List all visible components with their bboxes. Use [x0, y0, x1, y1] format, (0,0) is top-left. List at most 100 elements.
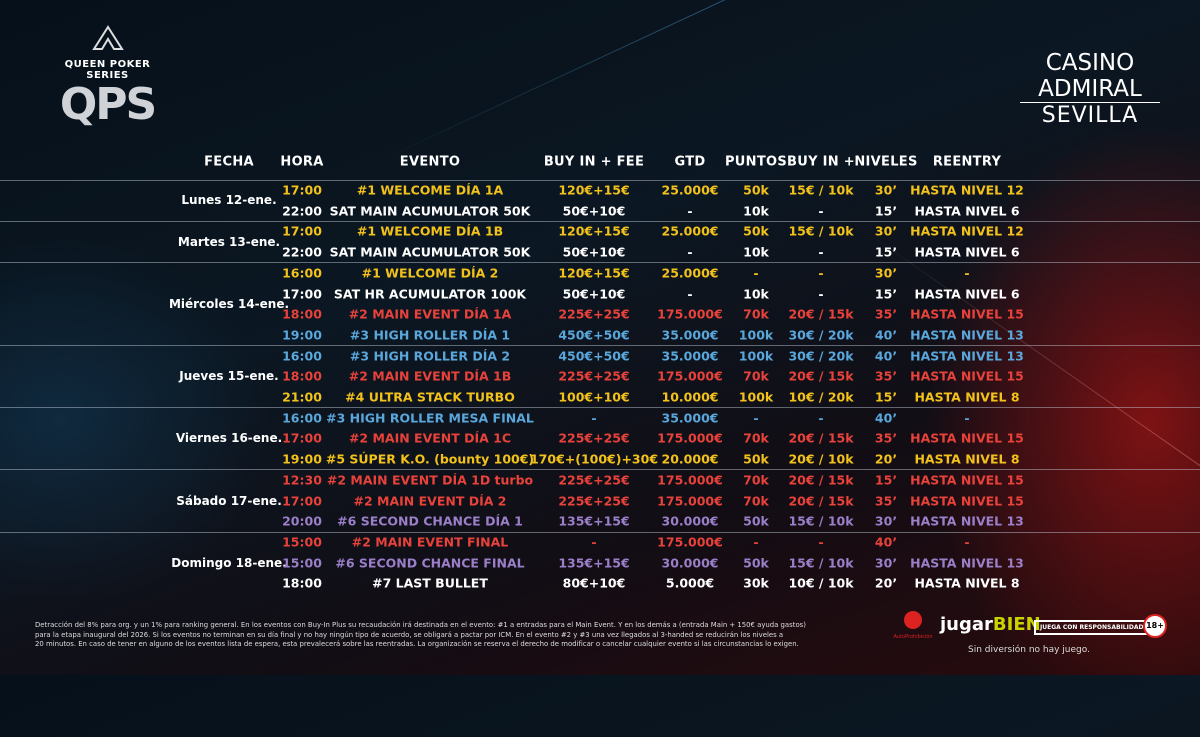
cell-time: 17:00 — [282, 493, 322, 508]
cell-buy-in-plus: 20€ / 15k — [788, 493, 854, 508]
cell-reentry: HASTA NIVEL 8 — [914, 575, 1020, 591]
cell-gtd: 25.000€ — [661, 182, 719, 198]
cell-time: 12:30 — [282, 472, 322, 488]
cell-reentry: HASTA NIVEL 15 — [910, 493, 1024, 508]
cell-points: 100k — [738, 348, 774, 364]
cell-points: 50k — [743, 223, 769, 239]
cell-time: 17:00 — [282, 182, 322, 198]
cell-buy-in-plus: 30€ / 20k — [788, 348, 854, 364]
cell-buy-in-plus: 20€ / 15k — [788, 472, 854, 488]
cell-gtd: 175.000€ — [657, 534, 723, 550]
cell-points: - — [753, 265, 759, 281]
hand-icon — [904, 611, 922, 629]
cell-buy-in-plus: 20€ / 15k — [788, 306, 854, 322]
casino-logo: CASINO ADMIRAL SEVILLA — [1020, 50, 1160, 129]
cell-reentry: HASTA NIVEL 15 — [910, 306, 1024, 322]
cell-buy-in-plus: 15€ / 10k — [788, 223, 854, 239]
cell-buy-in: 50€+10€ — [562, 286, 626, 301]
cell-buy-in-plus: 20€ / 10k — [788, 451, 854, 467]
cell-buy-in-plus: 20€ / 15k — [788, 368, 854, 384]
casino-line: ADMIRAL — [1020, 76, 1160, 103]
cell-event: #2 MAIN EVENT DÍA 1C — [348, 430, 512, 446]
cell-buy-in-plus: 15€ / 10k — [788, 513, 854, 529]
cell-time: 15:00 — [282, 534, 322, 550]
cell-buy-in-plus: 15€ / 10k — [788, 182, 854, 198]
cell-points: 10k — [743, 286, 769, 301]
cell-reentry: HASTA NIVEL 6 — [914, 203, 1020, 219]
cell-reentry: HASTA NIVEL 8 — [914, 451, 1020, 467]
cell-levels: 15’ — [874, 244, 898, 260]
cell-gtd: - — [687, 203, 693, 219]
cell-buy-in: 80€+10€ — [562, 575, 626, 591]
column-header: HORA — [280, 154, 324, 170]
cell-buy-in: 450€+50€ — [558, 348, 630, 364]
group-separator — [0, 469, 1200, 471]
cell-time: 18:00 — [282, 575, 322, 591]
cell-levels: 35’ — [874, 430, 898, 446]
cell-levels: 35’ — [874, 493, 898, 508]
age-badge: 18+ — [1143, 614, 1167, 638]
cell-buy-in-plus: 10€ / 10k — [788, 575, 854, 591]
cell-buy-in: 225€+25€ — [558, 472, 630, 488]
cell-buy-in: 50€+10€ — [562, 244, 626, 260]
cell-gtd: 175.000€ — [657, 368, 723, 384]
cell-points: 50k — [743, 451, 769, 467]
cell-time: 18:00 — [282, 306, 322, 322]
note-line: 20 minutos. En caso de tener en alguno d… — [35, 640, 799, 648]
column-header: REENTRY — [932, 154, 1002, 170]
cell-reentry: HASTA NIVEL 15 — [910, 472, 1024, 488]
cell-reentry: HASTA NIVEL 13 — [910, 513, 1024, 529]
cell-event: #1 WELCOME DÍA 2 — [361, 265, 499, 281]
cell-event: #7 LAST BULLET — [372, 575, 488, 591]
cell-buy-in: 170€+(100€)+30€ — [529, 451, 659, 467]
cell-gtd: - — [687, 244, 693, 260]
cell-event: SAT MAIN ACUMULATOR 50K — [329, 244, 531, 260]
cell-levels: 30’ — [874, 513, 898, 529]
cell-points: 70k — [743, 430, 769, 446]
cell-points: - — [753, 534, 759, 550]
date-label: Viernes 16-ene. — [175, 431, 283, 446]
cell-buy-in-plus: - — [818, 534, 824, 550]
group-separator — [0, 407, 1200, 409]
cell-reentry: HASTA NIVEL 6 — [914, 286, 1020, 301]
cell-gtd: 35.000€ — [661, 348, 719, 364]
cell-event: #6 SECOND CHANCE FINAL — [335, 555, 525, 571]
cell-buy-in-plus: - — [818, 203, 824, 219]
cell-levels: 40’ — [874, 327, 898, 343]
cell-time: 17:00 — [282, 430, 322, 446]
cell-levels: 35’ — [874, 306, 898, 322]
cell-time: 17:00 — [282, 286, 322, 301]
cell-reentry: HASTA NIVEL 12 — [910, 182, 1024, 198]
cell-buy-in: 225€+25€ — [558, 430, 630, 446]
cell-gtd: 30.000€ — [661, 513, 719, 529]
cell-gtd: 20.000€ — [661, 451, 719, 467]
cell-levels: 15’ — [874, 286, 898, 301]
column-header: FECHA — [204, 154, 254, 170]
cell-points: 10k — [743, 244, 769, 260]
cell-buy-in-plus: - — [818, 265, 824, 281]
cell-time: 17:00 — [282, 223, 322, 239]
group-separator — [0, 221, 1200, 223]
cell-buy-in-plus: 30€ / 20k — [788, 327, 854, 343]
cell-event: #2 MAIN EVENT DÍA 1A — [348, 306, 512, 322]
cell-event: #1 WELCOME DÍA 1A — [356, 182, 504, 198]
cell-buy-in-plus: 20€ / 15k — [788, 430, 854, 446]
date-label: Sábado 17-ene. — [176, 493, 282, 508]
cell-buy-in: 100€+10€ — [558, 389, 630, 405]
cell-points: 100k — [738, 327, 774, 343]
autoprohibicion-label: AutoProhibición — [893, 634, 933, 640]
casino-city: SEVILLA — [1041, 103, 1139, 128]
cell-points: 50k — [743, 555, 769, 571]
date-label: Lunes 12-ene. — [181, 193, 277, 208]
autoprohibicion: AutoProhibición — [893, 610, 933, 640]
jugar-bien-text: jugar — [940, 614, 993, 635]
cell-reentry: HASTA NIVEL 12 — [910, 223, 1024, 239]
cell-levels: 30’ — [874, 223, 898, 239]
cell-gtd: 35.000€ — [661, 410, 719, 426]
cell-event: #3 HIGH ROLLER DÍA 2 — [349, 348, 511, 364]
column-header: BUY IN + — [787, 154, 855, 170]
note-line: Detracción del 8% para org. y un 1% para… — [35, 621, 806, 629]
cell-points: - — [753, 410, 759, 426]
cell-time: 16:00 — [282, 265, 322, 281]
